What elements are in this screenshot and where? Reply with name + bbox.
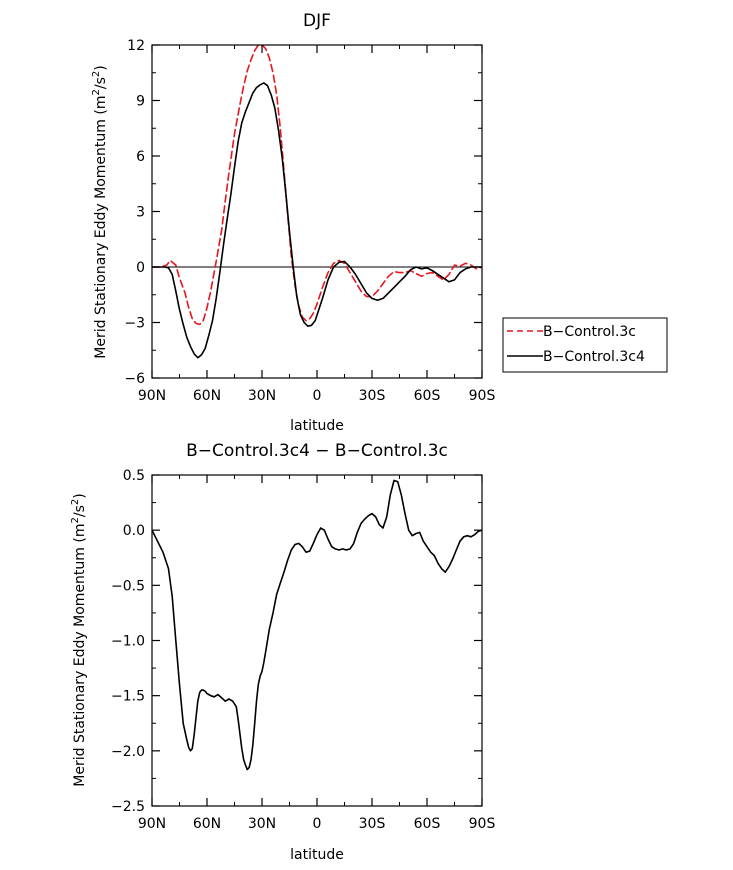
x-tick-label-difference-2: 30N [248,816,276,832]
series-line-difference-1 [152,479,482,771]
y-tick-label-difference-5: 0.0 [123,523,145,539]
x-tick-label-difference-5: 60S [414,816,441,832]
series-line-djf-1 [152,45,482,326]
axis-ticks-djf: 90N 60N 30N 0 30S 60S 90S −6 −3 0 3 6 9 12 [124,38,495,404]
y-axis-label-difference-sup: 2 [70,517,81,523]
y-tick-label-djf-6: 12 [127,38,145,54]
plot-area-djf [152,45,482,359]
x-tick-label-difference-6: 90S [469,816,496,832]
y-axis-label-difference: Merid Stationary Eddy Momentum (m2/s2) [70,493,88,786]
x-tick-label-difference-3: 0 [313,816,322,832]
y-tick-label-difference-1: −2.0 [111,744,145,760]
y-axis-label-djf-end: ) [93,65,109,70]
x-tick-label-djf-2: 30N [248,388,276,404]
x-axis-label-difference: latitude [290,847,344,863]
legend-box [502,317,668,373]
y-axis-label-djf-sup2: 2 [91,71,102,77]
x-tick-label-djf-5: 60S [414,388,441,404]
legend-label-series-2: B−Control.3c4 [543,349,645,365]
y-tick-label-djf-0: −6 [124,371,145,387]
y-tick-label-difference-3: −1.0 [111,634,145,650]
y-axis-label-djf-sup: 2 [91,89,102,95]
x-tick-label-difference-4: 30S [359,816,386,832]
chart-title-difference: B−Control.3c4 − B−Control.3c [186,441,448,461]
x-tick-label-difference-1: 60N [193,816,221,832]
legend-label-series-1: B−Control.3c [543,324,636,340]
y-tick-label-djf-2: 0 [136,260,145,276]
y-tick-label-djf-4: 6 [136,149,145,165]
y-tick-label-djf-1: −3 [124,316,145,332]
plot-area-difference [152,479,482,771]
y-tick-label-djf-3: 3 [136,205,145,221]
axis-ticks-difference: 90N 60N 30N 0 30S 60S 90S −2.5 −2.0 −1.5 −1.0 −0.5 0… [111,468,495,832]
series-line-djf-2 [152,82,482,359]
y-axis-label-difference-main: Merid Stationary Eddy Momentum (m [72,524,88,787]
y-tick-label-difference-6: 0.5 [123,468,145,484]
x-tick-label-difference-0: 90N [138,816,166,832]
y-tick-label-djf-5: 9 [136,94,145,110]
x-tick-label-djf-0: 90N [138,388,166,404]
x-axis-label-djf: latitude [290,418,344,434]
y-tick-label-difference-2: −1.5 [111,689,145,705]
y-axis-label-difference-sup2: 2 [70,499,81,505]
chart-title-djf: DJF [303,11,331,31]
x-tick-label-djf-3: 0 [313,388,322,404]
y-axis-label-djf-main: Merid Stationary Eddy Momentum (m [93,96,109,359]
panel-difference: B−Control.3c4 − B−Control.3c 90N 60N 30N 0 3… [70,441,495,863]
y-axis-label-djf-mid: /s [93,77,109,89]
y-axis-label-difference-end: ) [72,493,88,498]
x-tick-label-djf-4: 30S [359,388,386,404]
plot-frame-difference [151,474,483,807]
y-axis-label-difference-mid: /s [72,505,88,517]
y-tick-label-difference-0: −2.5 [111,799,145,815]
y-tick-label-difference-4: −0.5 [111,578,145,594]
plot-frame-djf [151,44,483,379]
legend: B−Control.3c B−Control.3c4 [502,317,668,373]
y-axis-label-djf: Merid Stationary Eddy Momentum (m2/s2) [91,65,109,358]
x-tick-label-djf-1: 60N [193,388,221,404]
panel-djf: DJF 90N 60N 30N 0 30S 60S 90S −6 −3 0 3 6 9 12 latitu… [91,11,668,434]
x-tick-label-djf-6: 90S [469,388,496,404]
